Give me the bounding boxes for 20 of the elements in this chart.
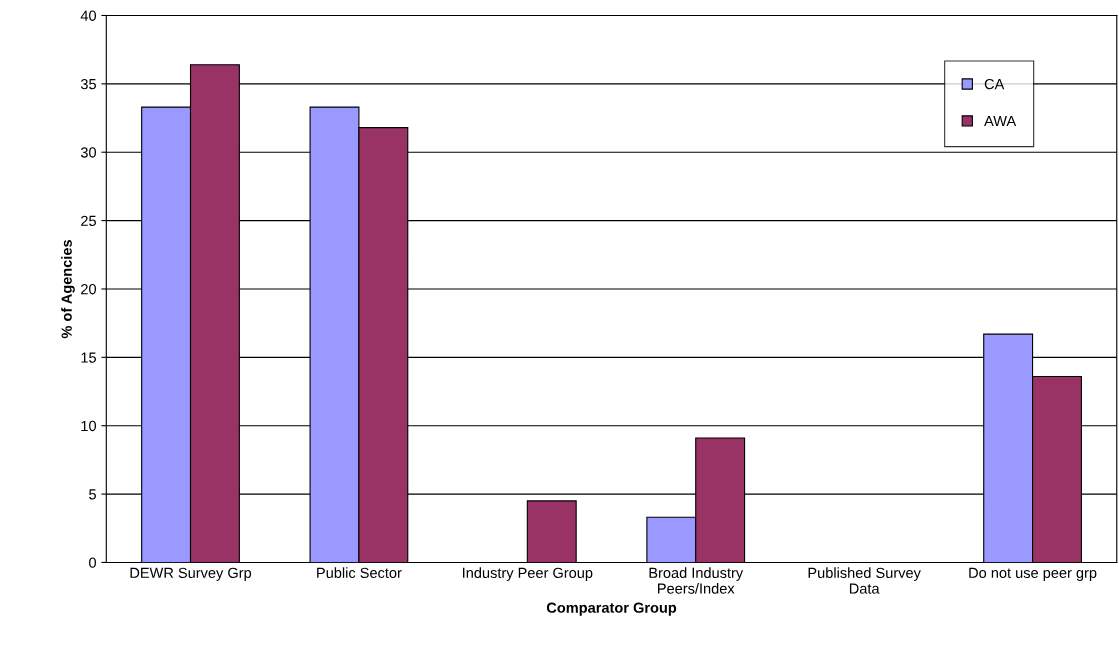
y-tick-label: 35 bbox=[80, 78, 96, 90]
y-tick-label: 20 bbox=[81, 284, 97, 295]
legend-label: AWA bbox=[984, 116, 1017, 127]
x-axis-title: Comparator Group bbox=[546, 602, 677, 616]
y-axis-title: % of Agencies bbox=[61, 239, 75, 339]
y-tick-label: 15 bbox=[81, 352, 96, 363]
y-tick-label: 0 bbox=[89, 557, 97, 568]
y-tick-label: 25 bbox=[81, 215, 96, 227]
y-tick-label: 5 bbox=[89, 489, 96, 500]
x-tick-label: Industry Peer Group bbox=[463, 567, 593, 581]
bar bbox=[526, 500, 577, 563]
legend-label: CA bbox=[984, 78, 1005, 90]
x-tick-label: Public Sector bbox=[317, 567, 402, 579]
x-tick-label: Broad Industry Peers/Index bbox=[649, 567, 744, 594]
x-tick-label: Published Survey Data bbox=[808, 567, 921, 594]
y-tick-label: 10 bbox=[81, 420, 97, 432]
y-tick-label: 30 bbox=[80, 147, 97, 158]
y-tick-label: 40 bbox=[80, 10, 97, 21]
x-tick-label: Do not use peer grp bbox=[969, 567, 1097, 581]
x-tick-label: DEWR Survey Grp bbox=[130, 567, 252, 581]
